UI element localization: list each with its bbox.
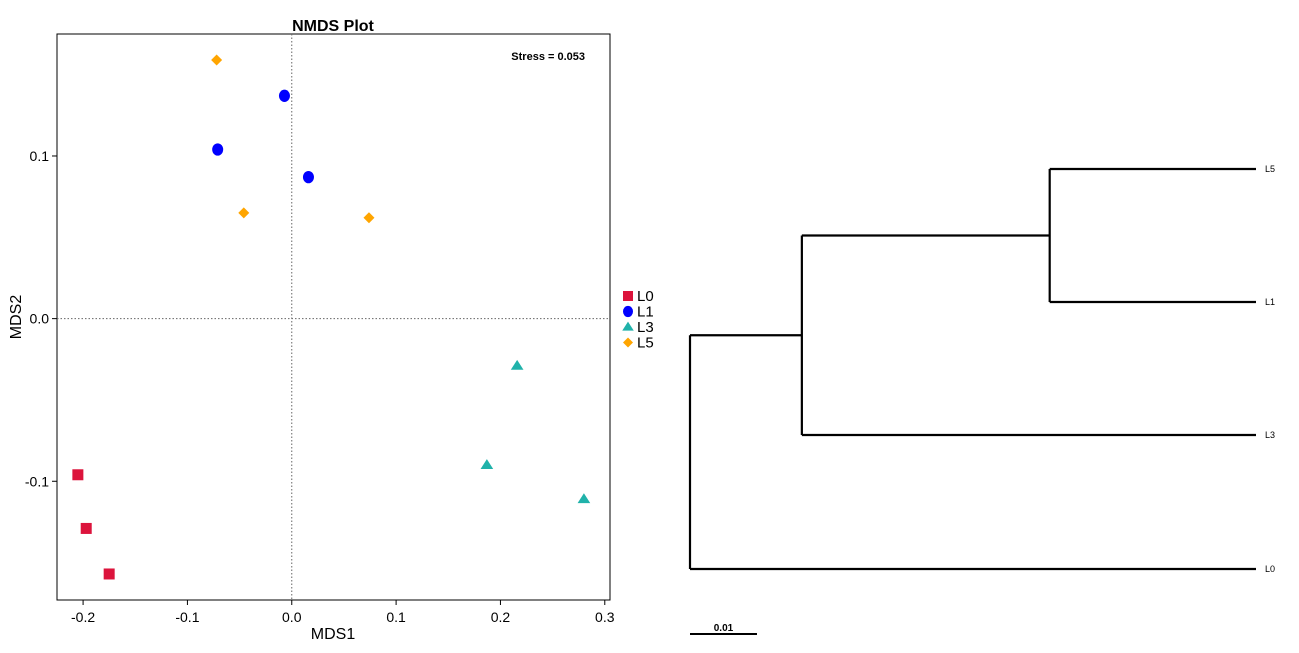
y-axis-ticks: -0.1 0.0 0.1 — [25, 148, 57, 489]
point-l1 — [302, 170, 314, 184]
x-axis-ticks: -0.2 -0.1 0.0 0.1 0.2 0.3 — [71, 600, 615, 625]
point-l3 — [480, 459, 494, 469]
point-l5 — [211, 54, 223, 66]
cluster-dendrogram: L5 L1 L3 L0 0.01 — [688, 164, 1275, 635]
scale-bar: 0.01 — [690, 623, 757, 635]
point-l0 — [103, 568, 115, 580]
leaf-label-l0: L0 — [1265, 564, 1275, 574]
reference-lines — [57, 34, 610, 600]
legend-marker-l0 — [623, 291, 633, 301]
x-tick-label: 0.2 — [491, 609, 511, 625]
x-tick-label: -0.1 — [175, 609, 199, 625]
legend-marker-l3 — [622, 321, 634, 331]
dendrogram-leaf-labels: L5 L1 L3 L0 — [1265, 164, 1275, 574]
point-l0 — [80, 522, 92, 534]
x-tick-label: 0.0 — [282, 609, 302, 625]
x-tick-label: -0.2 — [71, 609, 95, 625]
chart-title: NMDS Plot — [292, 18, 374, 35]
y-axis-title: MDS2 — [8, 295, 25, 340]
nmds-scatter-plot: NMDS Plot Stress = 0.053 -0.2 -0.1 0.0 0.1 0… — [8, 18, 654, 643]
point-l1 — [278, 89, 290, 102]
leaf-label-l5: L5 — [1265, 164, 1275, 174]
legend-label-l5: L5 — [637, 335, 654, 352]
y-tick-label: 0.1 — [30, 148, 50, 164]
legend-marker-l1 — [623, 305, 633, 318]
x-axis-title: MDS1 — [311, 626, 356, 643]
legend-marker-l5 — [623, 337, 633, 348]
point-l1 — [212, 143, 224, 156]
point-l5 — [363, 212, 375, 224]
y-tick-label: -0.1 — [25, 473, 49, 489]
legend-label-l1: L1 — [637, 304, 654, 321]
data-points — [72, 54, 591, 580]
point-l5 — [238, 207, 250, 219]
plot-frame — [56, 33, 611, 601]
legend-label-l3: L3 — [637, 319, 654, 336]
point-l3 — [577, 493, 591, 504]
leaf-label-l1: L1 — [1265, 297, 1275, 307]
leaf-label-l3: L3 — [1265, 430, 1275, 440]
stress-annotation: Stress = 0.053 — [511, 51, 585, 63]
point-l3 — [510, 359, 524, 370]
scale-bar-label: 0.01 — [714, 623, 734, 634]
dendrogram-branches — [688, 167, 1256, 571]
point-l0 — [72, 469, 84, 481]
x-tick-label: 0.3 — [595, 609, 615, 625]
x-tick-label: 0.1 — [386, 609, 406, 625]
y-tick-label: 0.0 — [30, 311, 50, 327]
legend-label-l0: L0 — [637, 288, 654, 305]
